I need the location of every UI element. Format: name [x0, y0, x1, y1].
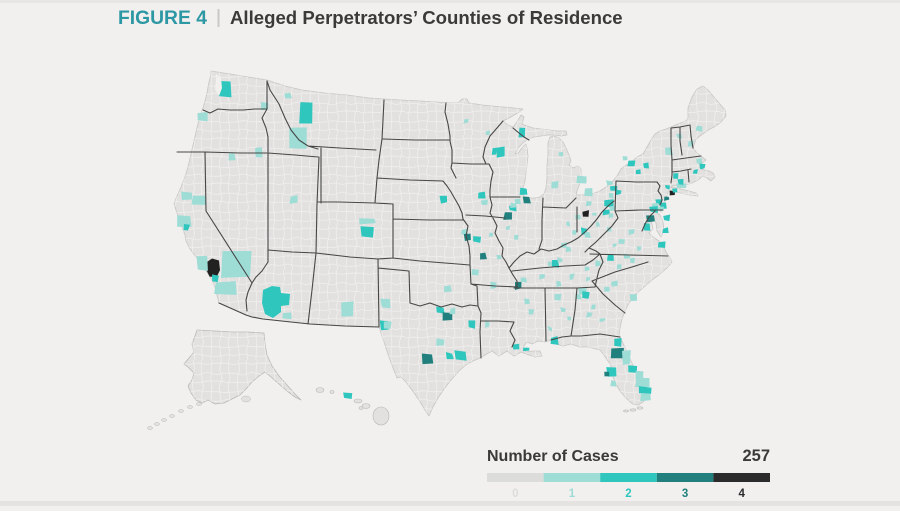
svg-text:0: 0	[512, 488, 518, 500]
svg-text:2: 2	[625, 488, 631, 500]
svg-text:4: 4	[738, 488, 745, 500]
svg-text:1: 1	[569, 488, 576, 500]
svg-text:3: 3	[682, 488, 688, 500]
svg-text:Number of Cases: Number of Cases	[487, 448, 619, 465]
svg-text:Alleged Perpetrators’ Counties: Alleged Perpetrators’ Counties of Reside…	[230, 7, 623, 28]
svg-text:FIGURE 4: FIGURE 4	[118, 8, 207, 29]
svg-text:257: 257	[742, 447, 770, 465]
